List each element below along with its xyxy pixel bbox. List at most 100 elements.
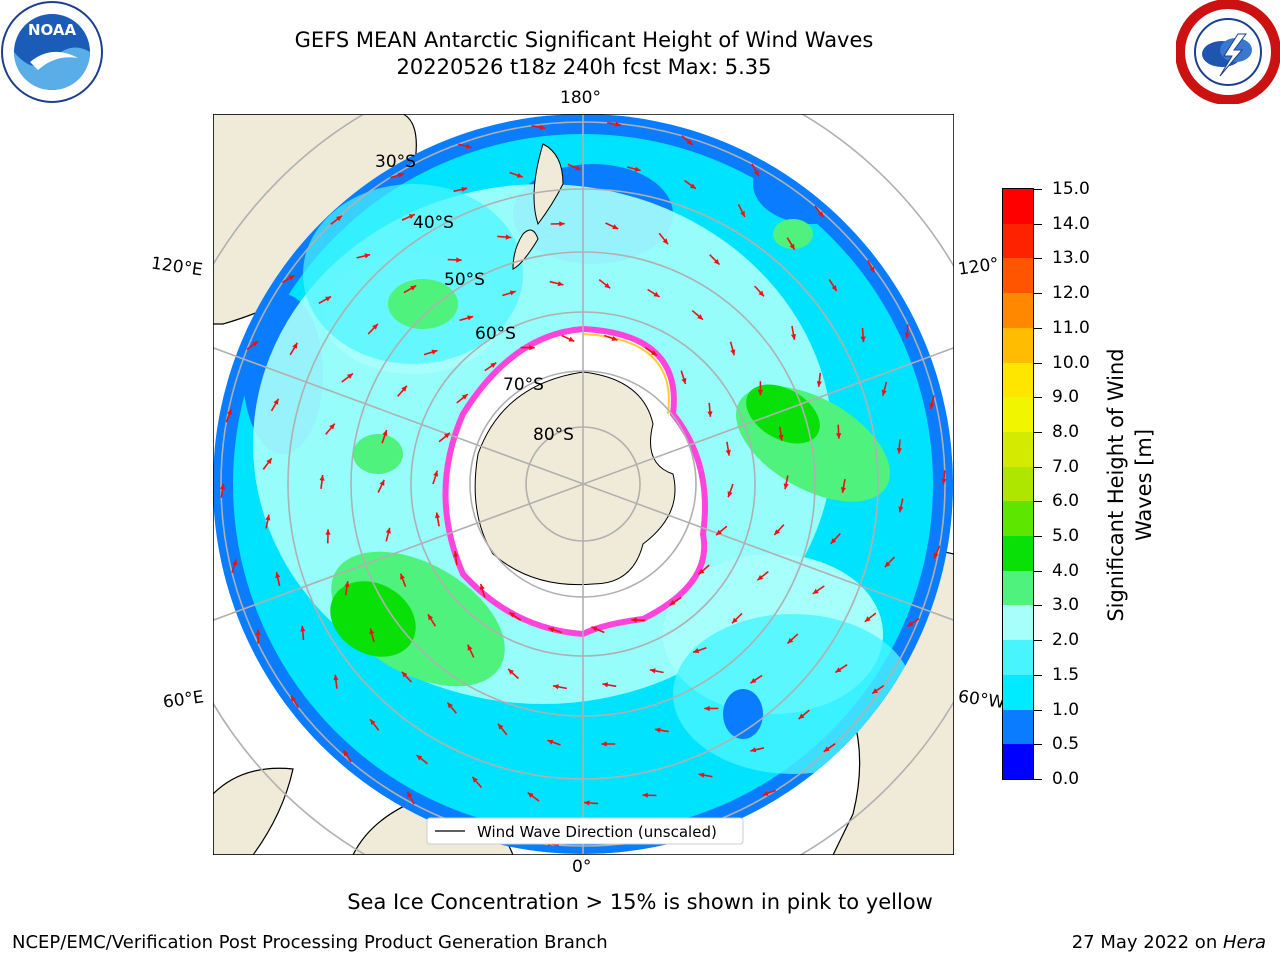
- wave-direction-arrowhead: [757, 574, 764, 581]
- wave-direction-arrowhead: [568, 336, 575, 342]
- wave-direction-arrowhead: [697, 314, 703, 320]
- wave-direction-arrowhead: [509, 612, 516, 618]
- wave-direction-arrowhead: [758, 290, 764, 297]
- wave-direction-arrowhead: [836, 433, 842, 439]
- wave-direction-arrowhead: [461, 394, 468, 400]
- wave-direction-arrowhead: [364, 253, 371, 259]
- credit-date: 27 May 2022 on Hera: [1072, 932, 1266, 953]
- wave-direction-arrowhead: [401, 385, 407, 392]
- wave-direction-arrowhead: [615, 121, 621, 127]
- wave-direction-arrowhead: [642, 792, 648, 798]
- lat-label-40s: 40°S: [413, 213, 454, 233]
- colorbar-tick-mark: [1034, 674, 1042, 676]
- colorbar-segment: [1003, 327, 1033, 363]
- colorbar-tick-label: 10.0: [1052, 352, 1090, 373]
- noaa-logo: NOAA: [0, 0, 104, 104]
- wave-direction-arrowhead: [435, 512, 441, 519]
- wave-direction-arrowhead: [602, 682, 609, 688]
- africa-landmass: [213, 767, 294, 855]
- colorbar-tick-label: 9.0: [1052, 387, 1080, 408]
- wave-direction-arrowhead: [370, 719, 376, 726]
- colorbar-tick-mark: [1034, 327, 1042, 329]
- wave-direction-arrowhead: [548, 627, 555, 633]
- colorbar-segment: [1003, 709, 1033, 745]
- wave-direction-arrowhead: [750, 678, 757, 684]
- wave-direction-arrowhead: [325, 529, 331, 535]
- wave-direction-arrowhead: [774, 529, 780, 535]
- wave-direction-arrowhead: [686, 139, 693, 145]
- wave-direction-arrowhead: [881, 389, 887, 396]
- wave-direction-arrowhead: [611, 336, 618, 341]
- wave-direction-arrowhead: [713, 258, 720, 265]
- colorbar-tick-mark: [1034, 570, 1042, 572]
- colorbar-tick-label: 12.0: [1052, 283, 1090, 304]
- colorbar-segment: [1003, 535, 1033, 571]
- wave-direction-arrowhead: [840, 487, 846, 493]
- colorbar-segment: [1003, 258, 1033, 294]
- wave-direction-arrowhead: [830, 538, 837, 544]
- wave-direction-arrowhead: [898, 506, 904, 513]
- wave-direction-arrowhead: [732, 617, 738, 624]
- wave-direction-arrowhead: [860, 336, 866, 343]
- wave-direction-arrowhead: [750, 747, 757, 753]
- wave-direction-arrowhead: [634, 166, 641, 172]
- wave-direction-arrowhead: [601, 741, 607, 747]
- map-legend: Wind Wave Direction (unscaled): [426, 817, 744, 845]
- wave-direction-arrowhead: [557, 281, 564, 287]
- wave-direction-arrowhead: [490, 362, 497, 368]
- wave-direction-arrowhead: [333, 674, 339, 681]
- colorbar-tick-label: 7.0: [1052, 456, 1080, 477]
- national-weather-service-logo: [1175, 0, 1280, 105]
- lon-label-120e: 120°E: [149, 253, 204, 281]
- wave-direction-arrowhead: [385, 527, 391, 534]
- wave-direction-arrowhead: [428, 614, 433, 621]
- wave-direction-arrowhead: [869, 266, 875, 273]
- wave-direction-arrowhead: [941, 478, 947, 485]
- wave-direction-arrowhead: [783, 483, 789, 490]
- wave-direction-arrowhead: [740, 210, 745, 217]
- wave-direction-arrowhead: [574, 165, 581, 171]
- graticule: [213, 114, 954, 855]
- wave-direction-arrowhead: [716, 529, 722, 536]
- lat-label-60s: 60°S: [475, 324, 516, 344]
- wave-direction-arrowhead: [416, 755, 423, 761]
- wave-direction-arrowhead: [319, 475, 325, 481]
- colorbar-tick-mark: [1034, 223, 1042, 225]
- wave-direction-arrowhead: [379, 479, 385, 486]
- colorbar-tick-label: 0.5: [1052, 734, 1080, 755]
- colorbar-tick-mark: [1034, 293, 1042, 295]
- wave-direction-arrowhead: [344, 581, 350, 587]
- lon-label-120w: 120°: [956, 254, 1001, 280]
- colorbar-segment: [1003, 744, 1033, 779]
- wave-direction-arrowhead: [591, 626, 598, 632]
- sea-ice-note: Sea Ice Concentration > 15% is shown in …: [347, 890, 933, 914]
- wave-direction-arrowhead: [336, 215, 342, 222]
- wave-direction-arrowhead: [288, 275, 295, 281]
- lat-label-30s: 30°S: [375, 152, 416, 172]
- wave-direction-arrowhead: [252, 341, 259, 347]
- wave-direction-arrowhead: [933, 552, 939, 559]
- wave-direction-arrowhead: [896, 448, 902, 454]
- wave-direction-arrowhead: [654, 727, 661, 733]
- colorbar-tick-label: 4.0: [1052, 560, 1080, 581]
- wave-direction-arrowhead: [431, 349, 438, 355]
- colorbar-segment: [1003, 223, 1033, 259]
- lon-label-180: 180°: [560, 88, 601, 108]
- wave-direction-arrowhead: [408, 214, 415, 219]
- wave-direction-arrowhead: [816, 381, 822, 387]
- colorbar-segment: [1003, 466, 1033, 502]
- colorbar-segment: [1003, 674, 1033, 710]
- lon-label-0: 0°: [572, 857, 592, 877]
- wave-direction-arrowhead: [818, 211, 824, 218]
- colorbar-segment: [1003, 639, 1033, 675]
- wave-direction-arrowhead: [472, 776, 478, 783]
- wave-direction-arrowhead: [226, 409, 232, 415]
- colorbar-title: Significant Height of Wind Waves [m]: [1102, 348, 1158, 621]
- wave-direction-arrowhead: [790, 334, 797, 340]
- wave-direction-arrowhead: [547, 739, 554, 745]
- wave-direction-arrowhead: [757, 389, 764, 396]
- lat-label-80s: 80°S: [533, 425, 574, 445]
- wind-wave-arrows: [220, 121, 947, 847]
- colorbar-title-line1: Significant Height of Wind: [1104, 348, 1128, 622]
- wave-direction-arrowhead: [649, 668, 656, 674]
